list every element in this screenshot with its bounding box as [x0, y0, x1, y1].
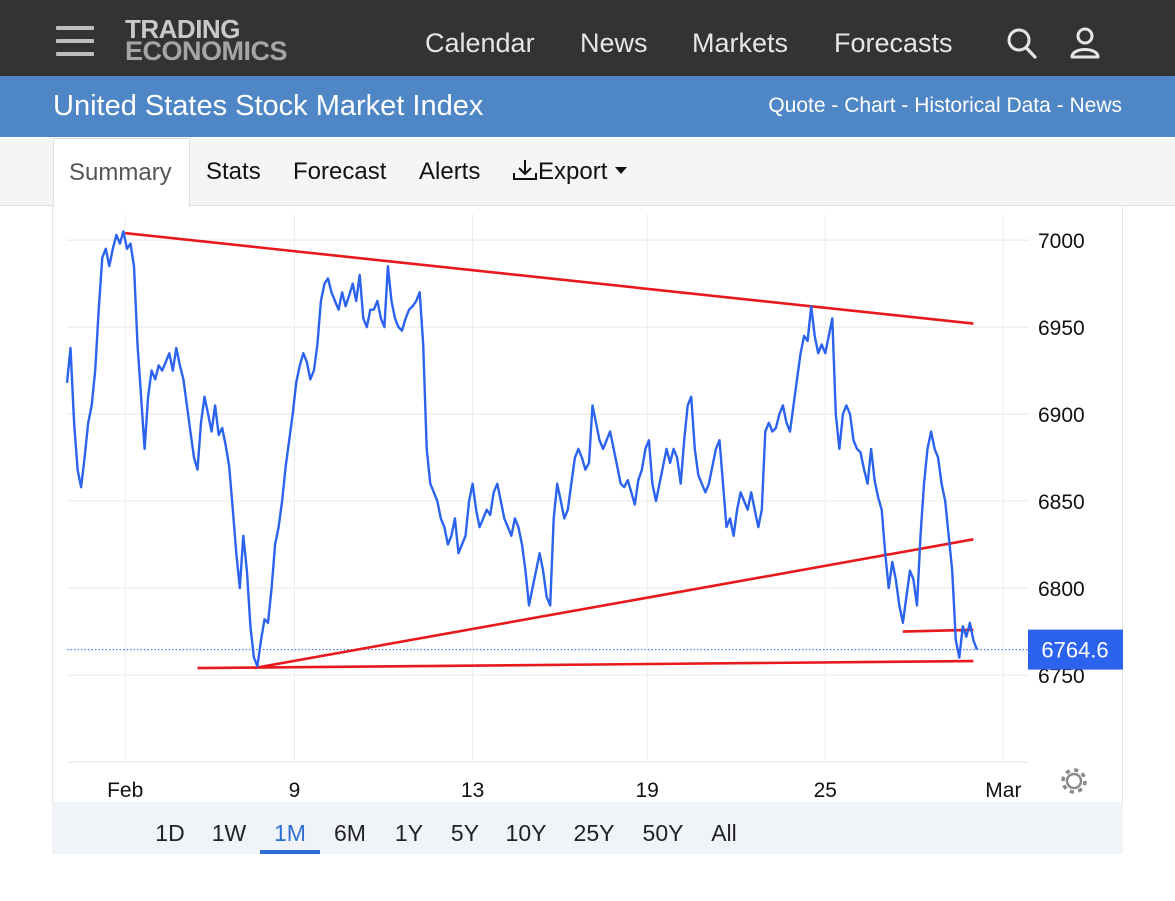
range-6m[interactable]: 6M	[334, 820, 366, 846]
range-selected-indicator	[260, 850, 320, 854]
tab-summary[interactable]: Summary	[53, 138, 190, 207]
price-chart[interactable]: 6750 6800 6850 6900 6950 7000 Feb 9 13 19 25 Mar 6…	[53, 206, 1124, 802]
export-label: Export	[538, 158, 608, 185]
nav-markets[interactable]: Markets	[692, 28, 789, 58]
x-tick-label: 9	[289, 779, 301, 802]
trendline	[125, 231, 974, 325]
page-title: United States Stock Market Index	[53, 90, 484, 122]
tab-export[interactable]: Export	[512, 158, 628, 186]
range-all[interactable]: All	[711, 820, 737, 846]
x-tick-label: Mar	[985, 779, 1021, 802]
link-quote[interactable]: Quote	[768, 94, 826, 117]
link-historical-data[interactable]: Historical Data	[914, 94, 1051, 117]
logo-line2: ECONOMICS	[125, 36, 288, 66]
y-tick-label: 6800	[1038, 578, 1085, 601]
range-1d[interactable]: 1D	[155, 820, 185, 846]
tab-stats[interactable]: Stats	[206, 158, 261, 185]
x-tick-label: Feb	[107, 779, 143, 802]
download-icon	[513, 160, 537, 180]
chart-container: 6750 6800 6850 6900 6950 7000 Feb 9 13 19 25 Mar 6…	[52, 206, 1123, 802]
link-news[interactable]: News	[1069, 94, 1122, 117]
tab-bar: Summary Stats Forecast Alerts Export	[0, 138, 1175, 207]
title-bar: United States Stock Market Index Quote -…	[0, 76, 1175, 137]
title-links: Quote - Chart - Historical Data - News	[768, 94, 1122, 118]
range-selector: 1D 1W 1M 6M 1Y 5Y 10Y 25Y 50Y All	[52, 802, 1123, 854]
y-tick-label: 6950	[1038, 317, 1085, 340]
user-icon[interactable]	[1069, 26, 1101, 60]
tab-alerts[interactable]: Alerts	[419, 158, 481, 185]
range-5y[interactable]: 5Y	[450, 820, 480, 846]
series-line	[65, 230, 979, 668]
range-50y[interactable]: 50Y	[642, 820, 684, 846]
settings-icon[interactable]	[1061, 768, 1087, 794]
search-icon[interactable]	[1006, 26, 1038, 60]
price-badge-label: 6764.6	[1041, 638, 1108, 663]
menu-icon[interactable]	[56, 26, 94, 56]
link-separator: -	[825, 94, 845, 117]
trendline	[197, 659, 974, 670]
y-tick-label: 6900	[1038, 404, 1085, 427]
tab-forecast[interactable]: Forecast	[293, 158, 387, 185]
logo[interactable]: TRADING ECONOMICS	[125, 14, 288, 66]
range-1w[interactable]: 1W	[211, 820, 247, 846]
trendline	[253, 538, 974, 670]
y-tick-label: 6850	[1038, 491, 1085, 514]
y-tick-label: 6750	[1038, 665, 1085, 688]
logo-line1: TRADING	[125, 14, 240, 44]
top-navbar: TRADING ECONOMICS Calendar News Markets …	[0, 0, 1175, 76]
x-tick-label: 25	[814, 779, 837, 802]
x-tick-label: 19	[635, 779, 658, 802]
range-10y[interactable]: 10Y	[505, 820, 547, 846]
range-25y[interactable]: 25Y	[573, 820, 615, 846]
nav-forecasts[interactable]: Forecasts	[834, 28, 953, 58]
link-separator: -	[895, 94, 915, 117]
range-1m[interactable]: 1M	[274, 820, 306, 846]
range-1y[interactable]: 1Y	[394, 820, 424, 846]
nav-news[interactable]: News	[580, 28, 648, 58]
price-badge	[1028, 629, 1123, 670]
link-separator: -	[1050, 94, 1070, 117]
x-tick-label: 13	[461, 779, 484, 802]
link-chart[interactable]: Chart	[844, 94, 896, 117]
caret-down-icon	[615, 167, 628, 174]
y-tick-label: 7000	[1038, 230, 1085, 253]
nav-calendar[interactable]: Calendar	[425, 28, 535, 58]
